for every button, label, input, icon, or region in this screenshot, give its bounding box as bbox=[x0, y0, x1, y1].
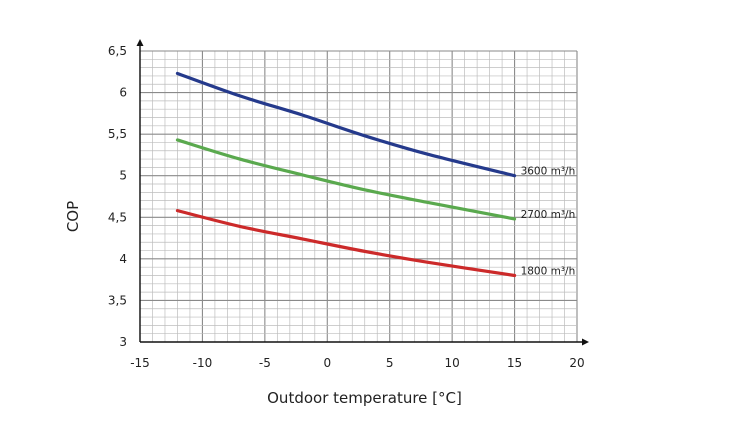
series-label-1: 3600 m³/h bbox=[521, 166, 576, 178]
series-line-3 bbox=[175, 209, 517, 278]
y-tick-label: 4 bbox=[119, 252, 127, 266]
y-tick-label: 5,5 bbox=[108, 127, 127, 141]
y-tick-label: 6 bbox=[119, 86, 127, 100]
y-tick-label: 4,5 bbox=[108, 210, 127, 224]
series bbox=[175, 71, 517, 278]
x-tick-label: 5 bbox=[386, 356, 394, 370]
x-axis-arrow-icon bbox=[582, 338, 589, 346]
y-tick-label: 3,5 bbox=[108, 293, 127, 307]
series-label-3: 1800 m³/h bbox=[521, 265, 576, 277]
x-tick-label: 0 bbox=[323, 356, 331, 370]
x-tick-label: -15 bbox=[130, 356, 150, 370]
tick-labels: -15 -10 -5 0 5 10 15 20 3 3,5 4 4,5 5 5,5 6 6,5 bbox=[108, 44, 585, 370]
series-label-2: 2700 m³/h bbox=[521, 209, 576, 221]
x-axis-title: Outdoor temperature [°C] bbox=[267, 389, 462, 407]
grid bbox=[139, 50, 578, 343]
x-tick-label: 15 bbox=[507, 356, 522, 370]
series-labels: 3600 m³/h 2700 m³/h 1800 m³/h bbox=[521, 166, 576, 278]
series-line-1 bbox=[175, 71, 517, 178]
x-tick-label: 20 bbox=[569, 356, 584, 370]
x-tick-label: -10 bbox=[193, 356, 213, 370]
y-axis-title: COP bbox=[64, 201, 82, 232]
y-tick-label: 3 bbox=[119, 335, 127, 349]
y-axis-arrow-icon bbox=[136, 39, 144, 46]
x-tick-label: -5 bbox=[259, 356, 271, 370]
x-tick-label: 10 bbox=[445, 356, 460, 370]
y-tick-label: 5 bbox=[119, 169, 127, 183]
series-line-2 bbox=[175, 138, 517, 221]
axes bbox=[136, 39, 589, 346]
y-tick-label: 6,5 bbox=[108, 44, 127, 58]
